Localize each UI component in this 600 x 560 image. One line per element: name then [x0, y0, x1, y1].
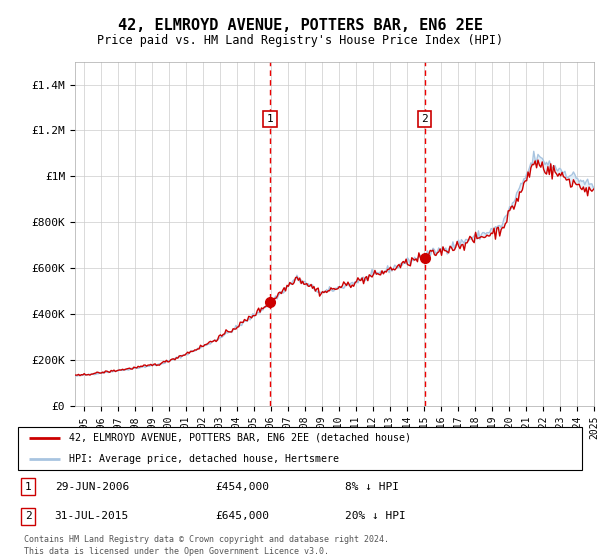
Text: 8% ↓ HPI: 8% ↓ HPI — [345, 482, 399, 492]
FancyBboxPatch shape — [18, 427, 582, 470]
Text: 42, ELMROYD AVENUE, POTTERS BAR, EN6 2EE (detached house): 42, ELMROYD AVENUE, POTTERS BAR, EN6 2EE… — [69, 433, 411, 442]
Text: This data is licensed under the Open Government Licence v3.0.: This data is licensed under the Open Gov… — [24, 548, 329, 557]
Text: 29-JUN-2006: 29-JUN-2006 — [55, 482, 129, 492]
Text: 2: 2 — [25, 511, 32, 521]
Text: 2: 2 — [421, 114, 428, 124]
Text: HPI: Average price, detached house, Hertsmere: HPI: Average price, detached house, Hert… — [69, 455, 339, 464]
Text: £645,000: £645,000 — [215, 511, 269, 521]
Text: 42, ELMROYD AVENUE, POTTERS BAR, EN6 2EE: 42, ELMROYD AVENUE, POTTERS BAR, EN6 2EE — [118, 18, 482, 33]
Text: 1: 1 — [266, 114, 274, 124]
Text: Price paid vs. HM Land Registry's House Price Index (HPI): Price paid vs. HM Land Registry's House … — [97, 34, 503, 46]
Text: Contains HM Land Registry data © Crown copyright and database right 2024.: Contains HM Land Registry data © Crown c… — [24, 535, 389, 544]
Text: 20% ↓ HPI: 20% ↓ HPI — [345, 511, 406, 521]
Text: 1: 1 — [25, 482, 32, 492]
Text: £454,000: £454,000 — [215, 482, 269, 492]
Text: 31-JUL-2015: 31-JUL-2015 — [55, 511, 129, 521]
